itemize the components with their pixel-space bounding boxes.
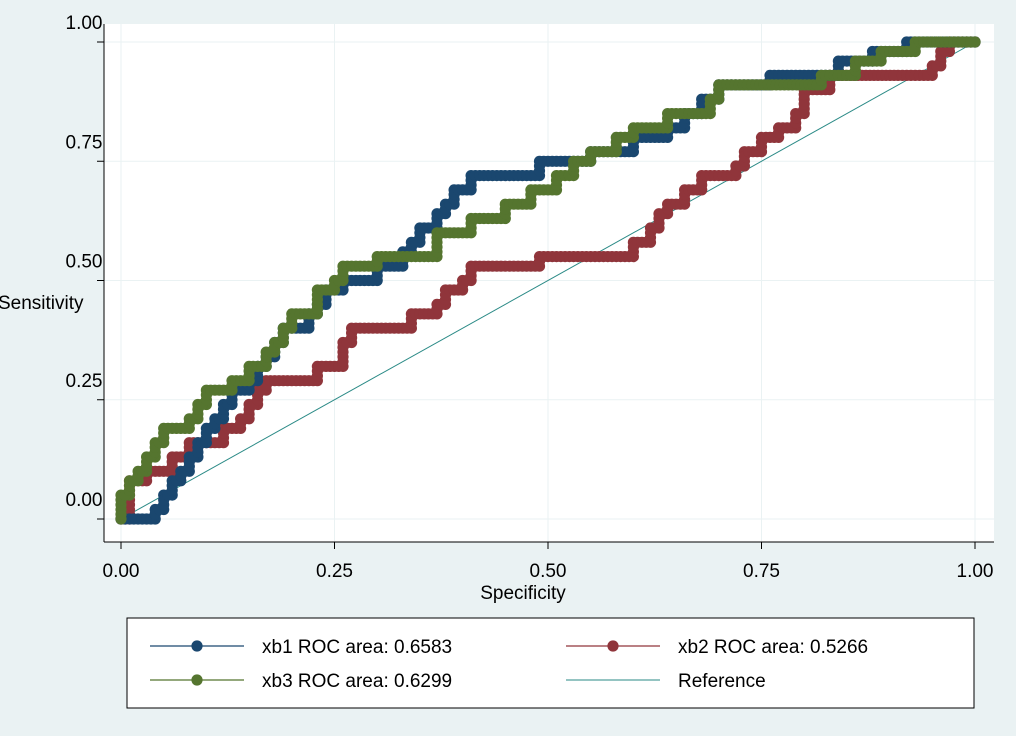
series-1-fill-dot [350, 322, 362, 334]
legend-label-3: Reference [678, 671, 766, 692]
x-tick-label-0: 0.00 [103, 561, 140, 582]
legend-label-2: xb3 ROC area: 0.6299 [262, 671, 452, 692]
tick-marks: 0.00 0.25 0.50 0.75 1.00 0.00 0.25 0.50 0.75 1.00 [66, 13, 994, 582]
y-axis-label: Sensitivity [0, 293, 84, 314]
legend-swatch-marker-1 [607, 640, 619, 652]
series-1-fill-dot [888, 69, 900, 81]
series-2-fill-dot [115, 508, 127, 520]
plot-area [104, 24, 994, 542]
legend-label-1: xb2 ROC area: 0.5266 [678, 637, 868, 658]
series-3-line [120, 41, 976, 520]
y-tick-label-2: 0.50 [66, 252, 103, 273]
y-tick-label-1: 0.25 [66, 371, 103, 392]
x-tick-label-1: 0.25 [316, 561, 353, 582]
x-tick-label-2: 0.50 [530, 561, 567, 582]
legend-label-0: xb1 ROC area: 0.6583 [262, 637, 452, 658]
series-2 [115, 36, 981, 525]
series-2-fill-dot [431, 241, 443, 253]
legend-item-1: xb2 ROC area: 0.5266 [566, 637, 868, 658]
series-2-fill-dot [691, 108, 704, 120]
legend-swatch-marker-0 [191, 640, 203, 652]
series-layer [115, 36, 981, 525]
legend-item-0: xb1 ROC area: 0.6583 [150, 637, 452, 658]
y-tick-label-0: 0.00 [66, 490, 103, 511]
series-2-fill-dot [965, 36, 977, 48]
y-tick-label-4: 1.00 [66, 13, 103, 34]
legend-item-3: Reference [566, 671, 766, 692]
legend-swatch-marker-2 [191, 674, 203, 686]
axes [103, 24, 994, 543]
x-tick-label-4: 1.00 [957, 561, 994, 582]
series-0-fill-dot [504, 170, 516, 182]
series-1-fill-dot [580, 251, 593, 263]
x-axis-label: Specificity [480, 583, 566, 604]
series-1-fill-dot [337, 356, 349, 368]
series-1-fill-dot [798, 98, 810, 110]
legend: xb1 ROC area: 0.6583 xb2 ROC area: 0.5266… [126, 617, 975, 709]
legend-box [126, 617, 975, 709]
y-tick-label-3: 0.75 [66, 132, 103, 153]
x-tick-label-3: 0.75 [743, 561, 780, 582]
legend-item-2: xb3 ROC area: 0.6299 [150, 671, 452, 692]
series-3 [120, 41, 976, 520]
series-1-fill-dot [521, 260, 533, 272]
series-2-fill-dot [311, 303, 323, 315]
